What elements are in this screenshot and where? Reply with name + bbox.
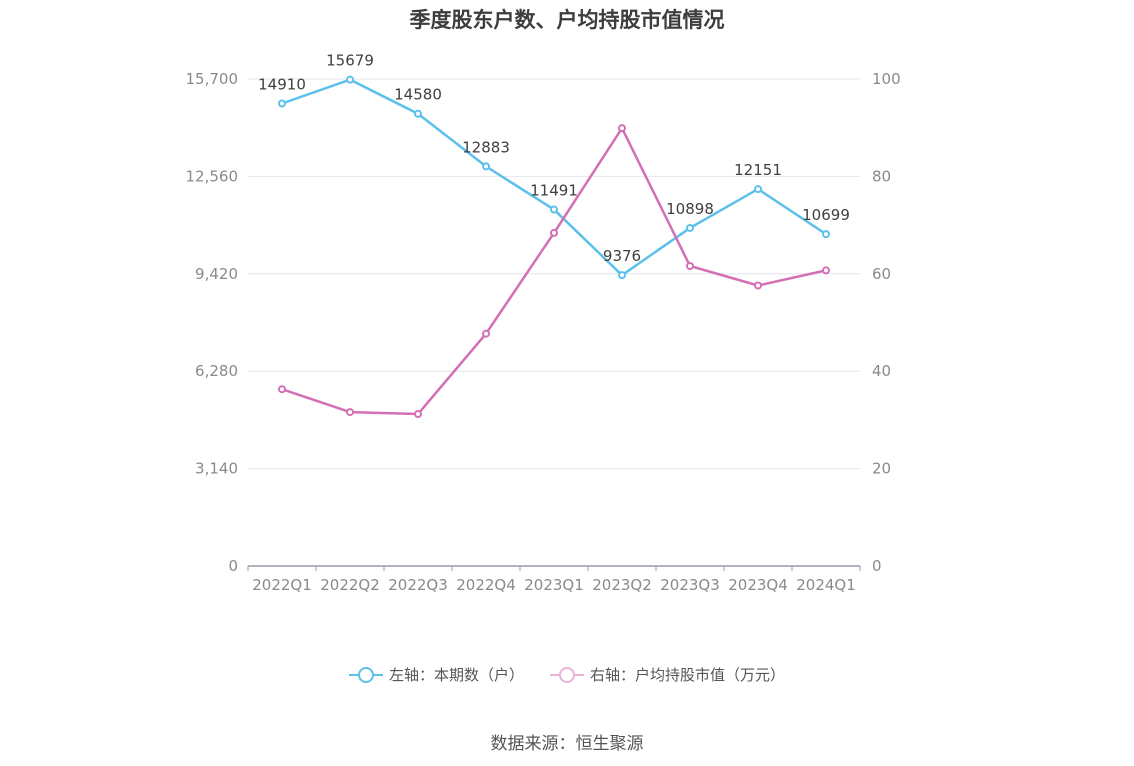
series-left-point xyxy=(754,185,762,194)
y-right-tick-label: 100 xyxy=(872,70,901,88)
series-right-point xyxy=(550,228,558,237)
legend-right-label: 右轴：户均持股市值（万元） xyxy=(590,666,786,684)
legend-item-left[interactable]: 左轴：本期数（户） xyxy=(348,664,524,685)
y-right-tick-label: 80 xyxy=(872,167,891,185)
x-tick-label: 2022Q2 xyxy=(320,576,380,594)
series-right-point xyxy=(482,329,490,338)
series-right-point xyxy=(414,410,422,419)
y-left-tick-label: 12,560 xyxy=(186,167,239,185)
data-label: 14910 xyxy=(258,76,306,94)
data-label: 12883 xyxy=(462,138,510,156)
series-left-point xyxy=(686,223,694,232)
y-right-tick-label: 40 xyxy=(872,362,891,380)
y-left-tick-label: 0 xyxy=(228,557,238,575)
legend-right-marker-icon xyxy=(550,666,584,683)
x-tick-label: 2024Q1 xyxy=(796,576,856,594)
legend: 左轴：本期数（户） 右轴：户均持股市值（万元） xyxy=(0,664,1134,685)
y-left-tick-label: 6,280 xyxy=(195,362,238,380)
series-right-point xyxy=(618,124,626,133)
y-right-tick-label: 0 xyxy=(872,557,882,575)
x-tick-label: 2022Q1 xyxy=(252,576,312,594)
series-right-point xyxy=(754,281,762,290)
data-label: 9376 xyxy=(603,247,641,265)
x-tick-label: 2023Q4 xyxy=(728,576,788,594)
y-left-tick-label: 15,700 xyxy=(186,70,239,88)
series-left-point xyxy=(822,230,830,239)
y-left-tick-label: 3,140 xyxy=(195,460,238,478)
data-label: 11491 xyxy=(530,182,578,200)
series-right-point xyxy=(278,385,286,394)
x-tick-label: 2022Q4 xyxy=(456,576,516,594)
y-left-tick-label: 9,420 xyxy=(195,265,238,283)
series-right-point xyxy=(686,262,694,271)
series-left-point xyxy=(482,162,490,171)
data-label: 12151 xyxy=(734,161,782,179)
series-left-point xyxy=(550,205,558,214)
x-tick-label: 2022Q3 xyxy=(388,576,448,594)
legend-left-label: 左轴：本期数（户） xyxy=(388,666,524,684)
series-right-point xyxy=(822,266,830,275)
x-tick-label: 2023Q2 xyxy=(592,576,652,594)
y-right-tick-label: 60 xyxy=(872,265,891,283)
legend-left-marker-icon xyxy=(348,666,383,683)
data-label: 10898 xyxy=(666,200,714,218)
series-left-point xyxy=(618,271,626,280)
series-left-point xyxy=(414,109,422,118)
x-tick-label: 2023Q3 xyxy=(660,576,720,594)
chart-title: 季度股东户数、户均持股市值情况 xyxy=(409,8,725,32)
legend-item-right[interactable]: 右轴：户均持股市值（万元） xyxy=(550,664,785,685)
source-note: 数据来源：恒生聚源 xyxy=(490,734,644,754)
series-left-point xyxy=(346,75,354,84)
x-tick-label: 2023Q1 xyxy=(524,576,584,594)
data-label: 14580 xyxy=(394,86,442,104)
series-right-point xyxy=(346,408,354,417)
y-right-tick-label: 20 xyxy=(872,460,891,478)
data-label: 15679 xyxy=(326,52,374,70)
series-left-point xyxy=(278,99,286,108)
data-label: 10699 xyxy=(802,206,850,224)
